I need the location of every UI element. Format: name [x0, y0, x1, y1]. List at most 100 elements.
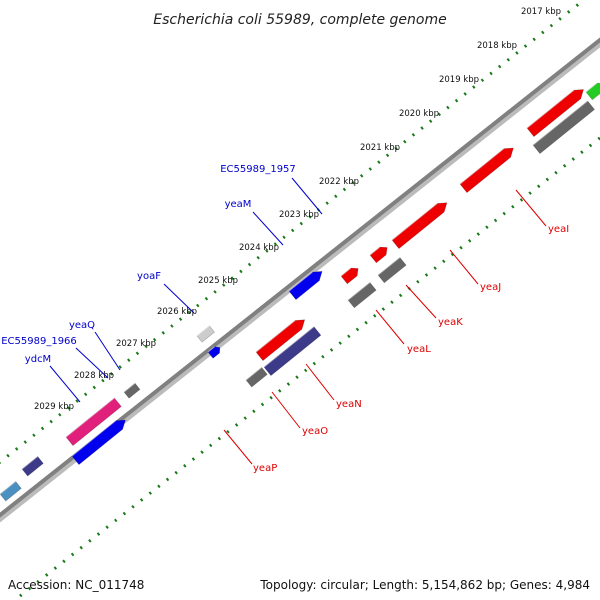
gene-feature-highlight [123, 382, 136, 393]
gene-label: yoaF [137, 271, 161, 282]
gene-feature [0, 480, 22, 502]
label-leader-line [375, 309, 405, 345]
gene-feature-body [255, 319, 306, 362]
scale-label: 2021 kbp [360, 143, 400, 153]
scale-track-outer [0, 1, 581, 464]
gene-feature-body [21, 455, 44, 477]
gene-feature [377, 256, 407, 284]
gene-feature-body [196, 325, 215, 343]
gene-feature [123, 382, 141, 399]
gene-label: yeaM [225, 199, 252, 210]
label-leader-line [252, 211, 284, 246]
gene-feature-body [263, 326, 322, 377]
gene-feature-body [532, 100, 595, 155]
label-leader-line [515, 189, 547, 227]
label-leader-line [94, 331, 121, 371]
gene-feature [369, 246, 388, 264]
gene-feature-highlight [288, 271, 313, 292]
scale-label: 2023 kbp [279, 210, 319, 220]
gene-feature [347, 281, 377, 309]
gene-feature [526, 89, 584, 138]
gene-feature-highlight [21, 455, 38, 470]
gene-feature-body [65, 397, 122, 447]
label-leader-line [291, 177, 323, 215]
gene-feature [585, 82, 600, 101]
gene-feature-highlight [0, 480, 16, 495]
gene-feature [65, 397, 122, 447]
gene-feature-highlight [207, 346, 215, 353]
gene-feature-highlight [263, 326, 315, 368]
gene-feature-body [288, 271, 323, 301]
gene-feature-body [123, 382, 141, 399]
label-leader-line [271, 391, 301, 429]
gene-feature-highlight [391, 202, 438, 241]
gene-feature [207, 346, 221, 359]
gene-label: yeaO [302, 426, 328, 437]
gene-feature [391, 202, 448, 250]
gene-feature-body [347, 281, 377, 309]
gene-feature-highlight [459, 148, 505, 185]
map-title: Escherichia coli 55989, complete genome [153, 12, 446, 28]
label-leader-line [449, 249, 479, 285]
scale-label: 2024 kbp [239, 243, 279, 253]
gene-label: yeaJ [480, 282, 501, 293]
scale-label: 2018 kbp [477, 41, 517, 51]
gene-feature [196, 325, 215, 343]
gene-feature-highlight [532, 100, 588, 146]
label-leader-line [405, 284, 437, 319]
gene-feature-highlight [526, 89, 575, 129]
gene-feature [288, 271, 323, 301]
gene-feature-highlight [245, 366, 262, 381]
gene-feature [459, 147, 514, 194]
gene-label: ydcM [25, 354, 51, 365]
gene-feature [21, 455, 44, 477]
gene-feature-highlight [377, 256, 401, 276]
gene-feature-highlight [369, 246, 381, 256]
gene-label: yeaN [336, 399, 362, 410]
scale-label: 2027 kbp [116, 339, 156, 349]
gene-feature-body [0, 480, 22, 502]
scale-label: 2025 kbp [198, 276, 238, 286]
scale-label: 2020 kbp [399, 109, 439, 119]
genome-summary-text: Topology: circular; Length: 5,154,862 bp… [260, 578, 590, 592]
scale-track-inner [19, 135, 600, 598]
gene-feature-body [340, 267, 359, 285]
gene-feature-highlight [196, 325, 210, 337]
label-leader-line [49, 365, 81, 403]
scale-label: 2029 kbp [34, 402, 74, 412]
gene-label: yeaL [407, 344, 431, 355]
gene-label: yeaK [438, 317, 463, 328]
gene-feature-highlight [347, 281, 371, 301]
gene-feature-body [207, 346, 221, 359]
label-leader-line [305, 363, 335, 401]
gene-label: EC55989_1957 [220, 164, 296, 175]
gene-feature-body [369, 246, 388, 264]
gene-feature-body [526, 89, 584, 138]
gene-feature-body [391, 202, 448, 250]
label-leader-line [223, 429, 253, 465]
scale-label: 2019 kbp [439, 75, 479, 85]
gene-label: EC55989_1966 [1, 336, 77, 347]
gene-feature-body [459, 147, 514, 194]
gene-feature [532, 100, 595, 155]
gene-feature-highlight [65, 397, 115, 438]
scale-label: 2022 kbp [319, 177, 359, 187]
scale-label: 2026 kbp [157, 307, 197, 317]
gene-feature [71, 419, 126, 466]
gene-label: yeaQ [69, 320, 95, 331]
scale-label: 2028 kbp [74, 371, 114, 381]
label-leader-line [163, 283, 195, 314]
label-leader-line [75, 347, 109, 379]
gene-feature [263, 326, 322, 377]
gene-feature [340, 267, 359, 285]
scale-label: 2017 kbp [521, 7, 561, 17]
gene-feature-highlight [585, 82, 598, 93]
gene-feature-body [71, 419, 126, 466]
gene-feature-highlight [340, 267, 352, 277]
gene-label: yeaP [253, 463, 277, 474]
gene-feature [255, 319, 306, 362]
gene-feature-body [245, 366, 268, 388]
gene-feature-highlight [255, 320, 296, 353]
gene-feature-body [585, 82, 600, 101]
